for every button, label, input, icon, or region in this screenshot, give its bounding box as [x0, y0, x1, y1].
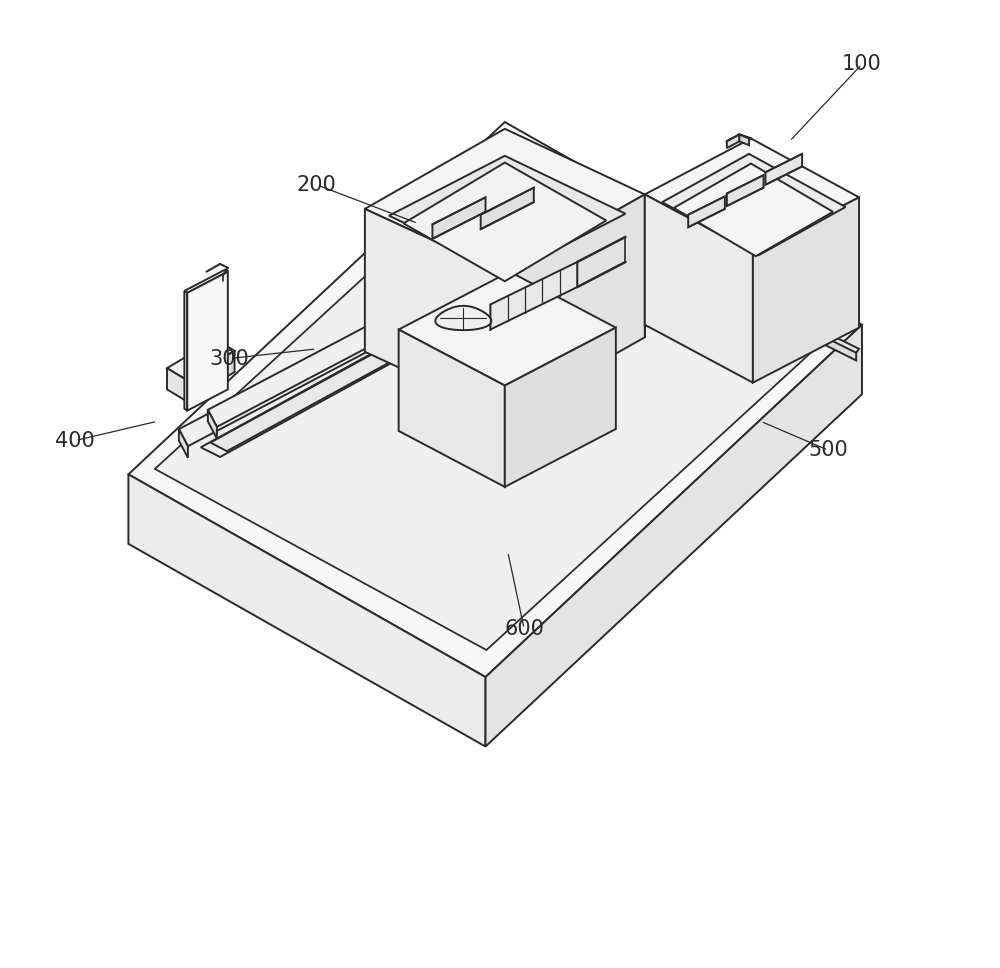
Polygon shape [187, 272, 228, 410]
Polygon shape [645, 138, 859, 253]
Polygon shape [486, 324, 862, 746]
Text: 500: 500 [808, 440, 848, 460]
Polygon shape [389, 156, 625, 274]
Polygon shape [399, 329, 505, 487]
Polygon shape [128, 122, 862, 677]
Text: 400: 400 [55, 431, 95, 450]
Polygon shape [155, 149, 835, 650]
Polygon shape [662, 154, 846, 256]
Polygon shape [167, 339, 235, 379]
Text: 600: 600 [504, 619, 544, 639]
Polygon shape [693, 269, 859, 353]
Polygon shape [399, 272, 616, 385]
Polygon shape [128, 474, 486, 746]
Polygon shape [490, 262, 577, 329]
Polygon shape [208, 409, 217, 439]
Polygon shape [365, 209, 505, 416]
Polygon shape [210, 259, 563, 451]
Polygon shape [403, 163, 606, 282]
Polygon shape [505, 195, 645, 416]
Text: 300: 300 [210, 348, 250, 369]
Polygon shape [167, 368, 186, 401]
Polygon shape [753, 197, 859, 382]
Polygon shape [432, 197, 486, 239]
Text: 200: 200 [297, 175, 336, 195]
Polygon shape [739, 135, 749, 145]
Polygon shape [727, 175, 764, 206]
Polygon shape [481, 188, 534, 229]
Polygon shape [674, 164, 833, 257]
Text: 100: 100 [842, 54, 882, 75]
Polygon shape [688, 197, 725, 227]
Polygon shape [186, 350, 235, 401]
Polygon shape [179, 429, 188, 458]
Polygon shape [505, 327, 616, 487]
Polygon shape [765, 154, 802, 185]
Polygon shape [184, 291, 187, 410]
Polygon shape [184, 270, 228, 293]
Polygon shape [179, 223, 580, 446]
Polygon shape [201, 262, 558, 457]
Polygon shape [697, 274, 856, 360]
Polygon shape [727, 135, 739, 148]
Polygon shape [435, 306, 491, 330]
Polygon shape [208, 203, 609, 427]
Polygon shape [645, 195, 753, 382]
Polygon shape [365, 129, 645, 274]
